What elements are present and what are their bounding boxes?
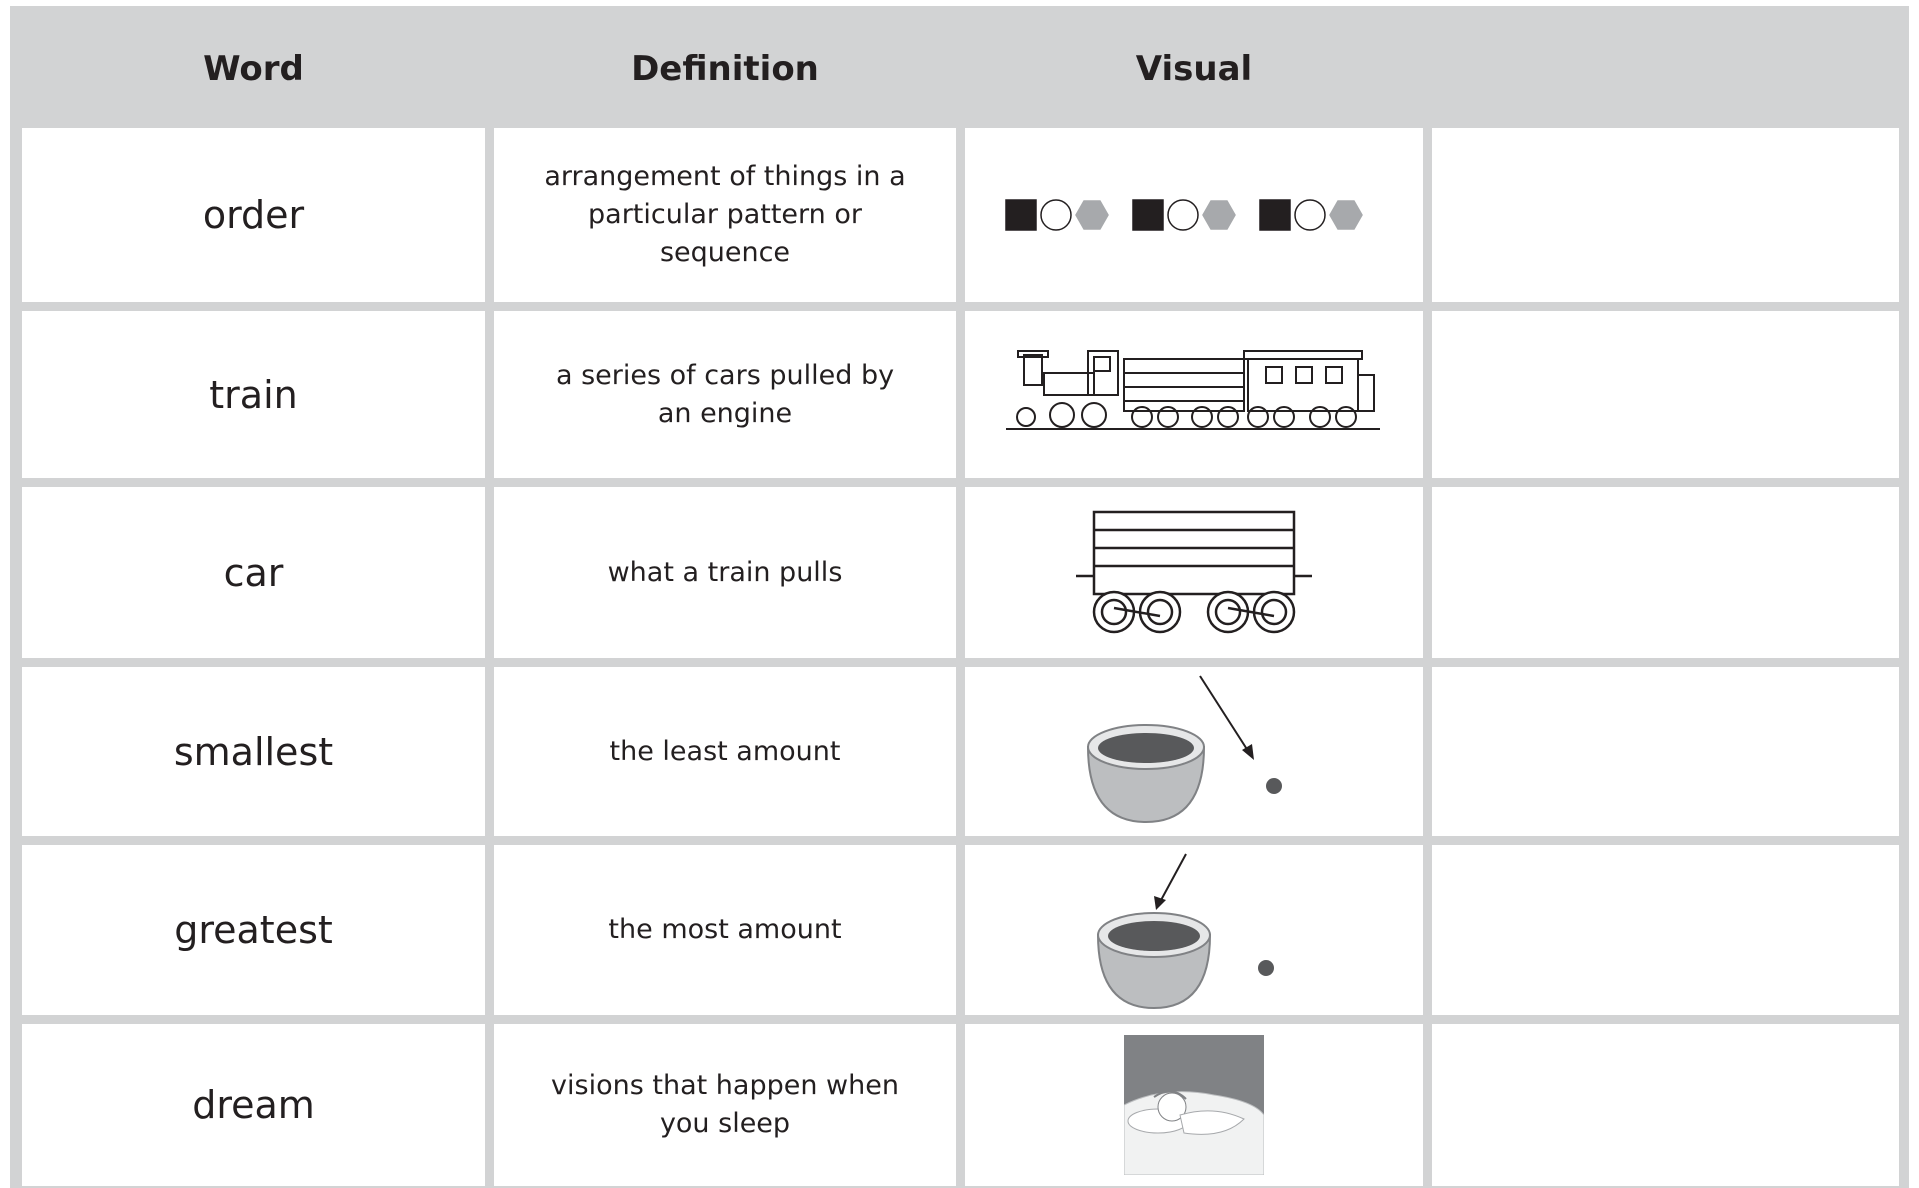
definition-cell: the least amount: [494, 667, 956, 836]
header-cell: [1432, 18, 1899, 119]
header-cell: Definition: [494, 18, 956, 119]
header-text: Word: [203, 48, 304, 89]
definition: arrangement of things in a particular pa…: [544, 161, 906, 268]
visual-cell: [965, 667, 1423, 836]
visual-cell: [965, 311, 1423, 478]
definition: the most amount: [608, 914, 842, 945]
visual-cell: [965, 845, 1423, 1015]
definition: a series of cars pulled by an engine: [555, 359, 895, 429]
word-cell: car: [22, 487, 485, 658]
word-cell: order: [22, 128, 485, 302]
definition-cell: visions that happen when you sleep: [494, 1024, 956, 1186]
visual-cell: [965, 1024, 1423, 1186]
word: car: [223, 550, 284, 595]
header-cell: Word: [22, 18, 485, 119]
definition: what a train pulls: [607, 556, 843, 588]
word-cell: dream: [22, 1024, 485, 1186]
train-icon: [1006, 349, 1380, 430]
word: greatest: [174, 908, 333, 952]
header-cell: Visual: [965, 18, 1423, 119]
definition-cell: what a train pulls: [494, 487, 956, 658]
dream-icon: [1124, 1035, 1264, 1175]
visual-cell: [965, 128, 1423, 302]
definition: the least amount: [609, 735, 841, 767]
empty-cell: [1432, 845, 1899, 1015]
car-icon: [1076, 510, 1312, 633]
vocabulary-table: Word Definition Visual order arrangement…: [10, 6, 1909, 1188]
word: order: [202, 193, 305, 237]
header-text: Visual: [1135, 48, 1253, 89]
empty-cell: [1432, 128, 1899, 302]
definition-cell: arrangement of things in a particular pa…: [494, 128, 956, 302]
definition: visions that happen when you sleep: [551, 1070, 899, 1139]
word: train: [209, 372, 298, 417]
pattern-icon: [1005, 199, 1363, 231]
bowl-smallest-icon: [1086, 674, 1282, 823]
header-text: Definition: [631, 48, 819, 89]
word-cell: greatest: [22, 845, 485, 1015]
word-cell: smallest: [22, 667, 485, 836]
word: dream: [192, 1083, 315, 1127]
empty-cell: [1432, 1024, 1899, 1186]
visual-cell: [965, 487, 1423, 658]
definition-cell: a series of cars pulled by an engine: [494, 311, 956, 478]
bowl-greatest-icon: [1096, 853, 1274, 1010]
empty-cell: [1432, 667, 1899, 836]
empty-cell: [1432, 311, 1899, 478]
word-cell: train: [22, 311, 485, 478]
empty-cell: [1432, 487, 1899, 658]
word: smallest: [173, 729, 334, 774]
definition-cell: the most amount: [494, 845, 956, 1015]
